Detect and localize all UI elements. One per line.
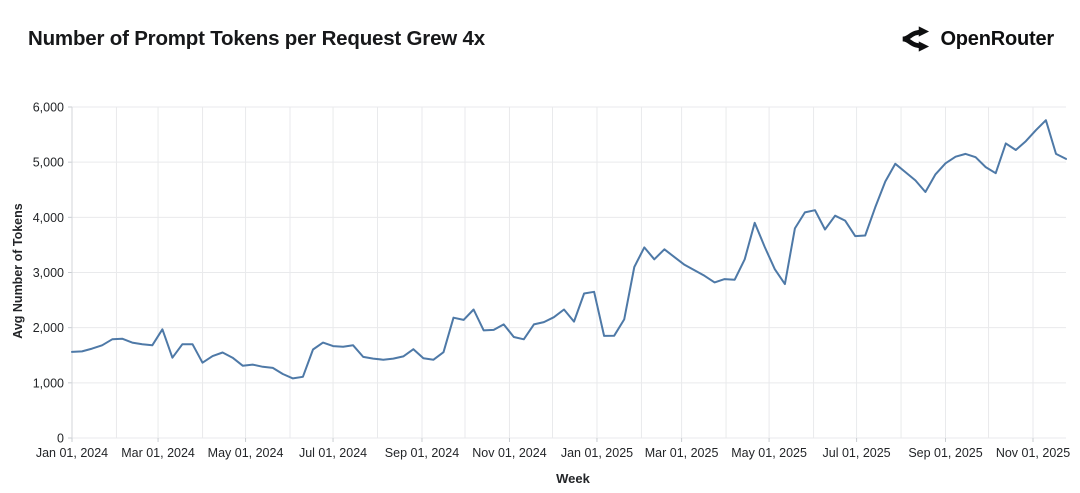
x-axis-title: Week [556,471,590,486]
x-axis-tick-label: Nov 01, 2025 [996,446,1070,460]
x-axis-tick-label: Jul 01, 2024 [299,446,367,460]
y-axis-tick-label: 2,000 [33,321,64,335]
x-axis-tick-label: Jan 01, 2025 [561,446,633,460]
x-axis-tick-label: Sep 01, 2025 [908,446,982,460]
y-axis-tick-label: 5,000 [33,156,64,170]
y-axis-tick-label: 3,000 [33,266,64,280]
page-header: Number of Prompt Tokens per Request Grew… [0,0,1080,70]
openrouter-brand: OpenRouter [900,24,1054,54]
x-axis-tick-label: Sep 01, 2024 [385,446,459,460]
y-axis-tick-label: 4,000 [33,211,64,225]
x-axis-tick-label: Jan 01, 2024 [36,446,108,460]
brand-name: OpenRouter [940,27,1054,50]
x-axis-tick-label: May 01, 2024 [208,446,284,460]
avg-prompt-tokens-line [71,119,1067,380]
openrouter-logo-icon [903,26,930,52]
x-axis-tick-label: Jul 01, 2025 [823,446,891,460]
y-axis-tick-label: 1,000 [33,376,64,390]
y-axis-title: Avg Number of Tokens [11,203,25,339]
x-axis-tick-label: May 01, 2025 [731,446,807,460]
page-title: Number of Prompt Tokens per Request Grew… [28,27,485,50]
y-axis-tick-label: 6,000 [33,101,64,115]
x-axis-tick-label: Mar 01, 2024 [121,446,195,460]
x-axis-tick-label: Nov 01, 2024 [472,446,546,460]
y-axis-tick-label: 0 [57,432,64,446]
x-axis-tick-label: Mar 01, 2025 [645,446,719,460]
